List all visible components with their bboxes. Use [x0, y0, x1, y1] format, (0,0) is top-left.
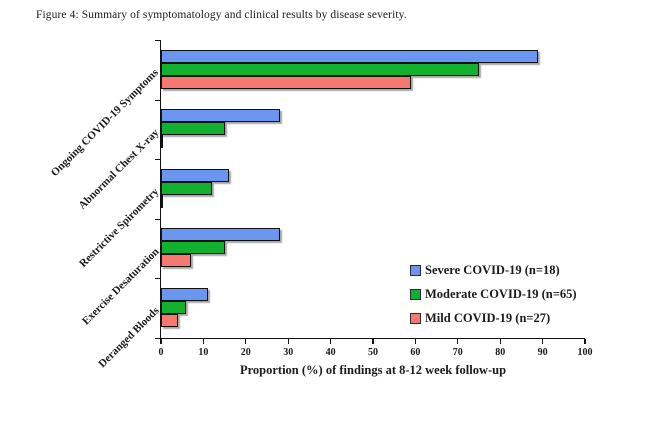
bar-moderate: [161, 122, 225, 135]
legend-label: Severe COVID-19 (n=18): [425, 263, 560, 277]
x-axis-tick: [372, 339, 374, 344]
x-axis-tick: [160, 339, 162, 344]
bar-severe: [161, 109, 280, 122]
bar-mild: [161, 135, 163, 148]
y-axis-tick: [154, 40, 160, 42]
bar-moderate: [161, 241, 225, 254]
x-tick-label: 50: [368, 346, 378, 358]
x-axis-tick: [202, 339, 204, 344]
x-axis-tick: [457, 339, 459, 344]
legend-label: Moderate COVID-19 (n=65): [425, 287, 577, 301]
bar-severe: [161, 168, 229, 182]
x-axis-tick: [542, 339, 544, 344]
x-tick-label: 60: [410, 346, 421, 358]
bar-moderate: [161, 300, 187, 314]
legend-swatch-icon: [410, 265, 421, 276]
y-axis-tick: [154, 159, 160, 161]
legend-swatch-icon: [410, 289, 421, 300]
x-axis: [159, 337, 585, 339]
x-axis-tick: [414, 339, 416, 344]
y-axis: [159, 40, 161, 339]
bar-mild: [161, 75, 412, 89]
x-axis-tick: [287, 339, 289, 344]
bar-moderate: [161, 62, 479, 76]
y-axis-tick: [154, 278, 160, 280]
x-axis-title: Proportion (%) of findings at 8-12 week …: [239, 363, 507, 377]
bar-mild: [161, 194, 163, 208]
y-axis-tick: [154, 99, 160, 101]
category-label: Ongoing COVID-19 Symptoms: [49, 66, 162, 179]
legend-label: Mild COVID-19 (n=27): [425, 311, 551, 325]
bar-severe: [161, 228, 280, 241]
x-tick-label: 90: [537, 346, 548, 358]
legend-item: Severe COVID-19 (n=18): [410, 263, 560, 278]
x-axis-tick: [584, 339, 586, 344]
x-tick-label: 40: [325, 346, 336, 358]
y-axis-tick: [154, 337, 160, 339]
x-tick-label: 10: [198, 346, 209, 358]
x-axis-tick: [499, 339, 501, 344]
x-tick-label: 70: [452, 346, 463, 358]
legend-item: Mild COVID-19 (n=27): [410, 311, 550, 326]
bar-severe: [161, 49, 539, 63]
bar-severe: [161, 287, 208, 301]
x-axis-tick: [330, 339, 332, 344]
bar-mild: [161, 313, 178, 327]
y-axis-tick: [154, 218, 160, 220]
bar-moderate: [161, 181, 212, 195]
category-label: Deranged Bloods: [95, 304, 162, 371]
x-axis-tick: [245, 339, 247, 344]
bar-mild: [161, 254, 191, 267]
x-tick-label: 100: [577, 346, 593, 358]
x-tick-label: 0: [158, 346, 164, 358]
x-tick-label: 30: [283, 346, 294, 358]
x-tick-label: 20: [240, 346, 251, 358]
legend-item: Moderate COVID-19 (n=65): [410, 287, 577, 302]
figure-caption: Figure 4: Summary of symptomatology and …: [36, 9, 407, 21]
x-tick-label: 80: [495, 346, 506, 358]
legend-swatch-icon: [410, 313, 421, 324]
